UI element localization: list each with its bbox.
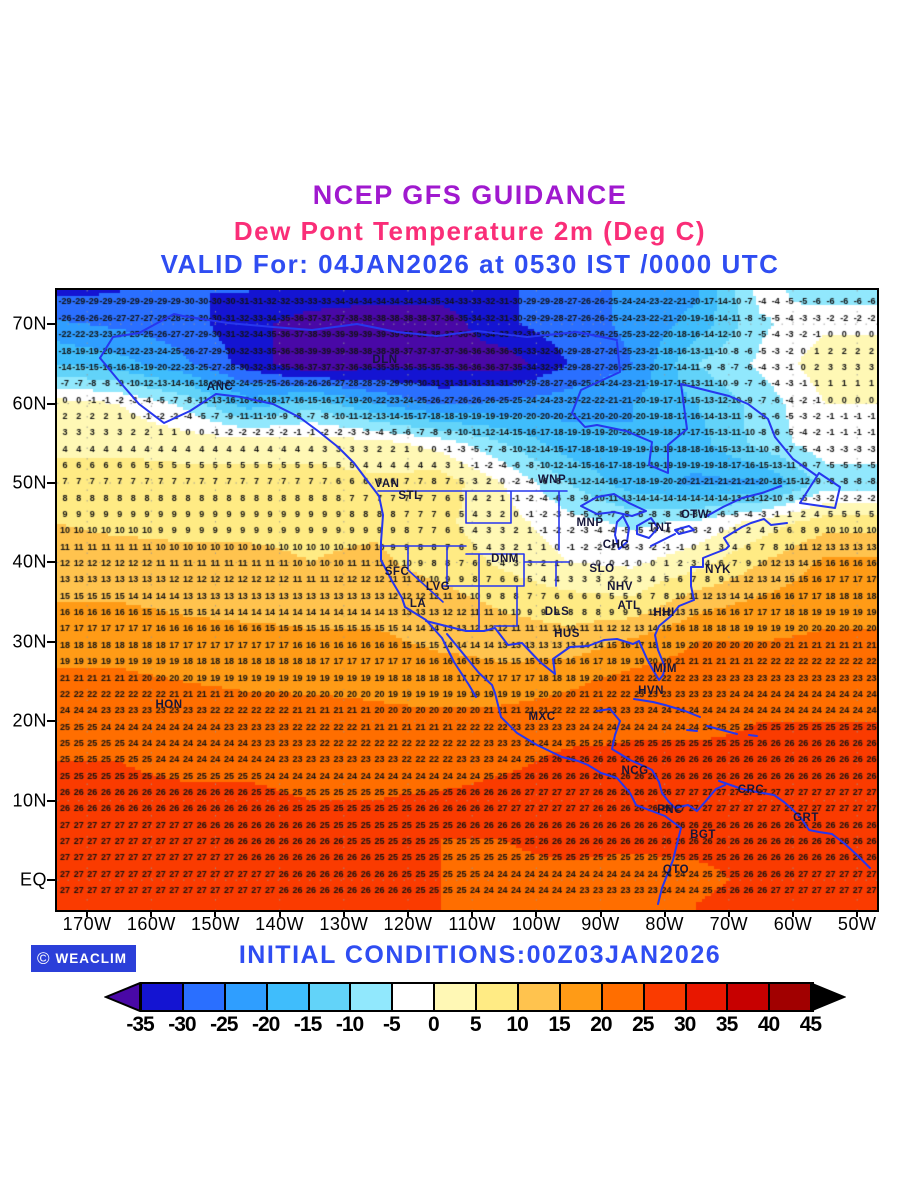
lon-axis-tick	[150, 910, 153, 917]
color-scale-tick-label: -30	[168, 1013, 196, 1036]
color-scale-segment	[351, 984, 394, 1010]
underflow-arrow	[104, 982, 140, 1012]
lat-axis-label: EQ	[19, 869, 47, 890]
lon-axis-tick	[407, 910, 409, 917]
color-scale-tick-label: 30	[674, 1013, 696, 1036]
color-scale-segments	[140, 982, 815, 1012]
lon-axis-label: 110W	[448, 914, 497, 934]
page-title: NCEP GFS GUIDANCE	[312, 180, 628, 210]
lon-axis-label: 120W	[383, 914, 433, 934]
color-scale-tick-label: 0	[427, 1013, 440, 1036]
color-scale-tick-label: -15	[293, 1013, 322, 1036]
color-scale-tick-label: 10	[506, 1013, 528, 1036]
lon-axis-tick	[86, 910, 89, 917]
lat-axis-label: 50N	[12, 472, 47, 493]
color-scale-tick-label: -35	[126, 1013, 154, 1036]
lat-axis-label: 30N	[12, 631, 47, 652]
color-scale-segment	[519, 984, 561, 1010]
color-scale-segment	[560, 984, 603, 1010]
lon-axis-label: 100W	[511, 914, 561, 934]
lon-axis-tick	[278, 910, 281, 917]
color-scale-segment	[183, 984, 226, 1010]
initial-conditions-label: INITIAL CONDITIONS:00Z03JAN2026	[238, 941, 722, 969]
color-scale-segment	[644, 984, 687, 1010]
lon-axis-label: 160W	[126, 914, 176, 934]
lon-axis-tick	[856, 910, 859, 917]
color-scale-tick-label: -5	[383, 1013, 401, 1036]
lat-axis-tick	[47, 482, 55, 484]
color-scale-segment	[267, 984, 310, 1010]
map-plot-area: ANC DLN VAN STL WNP MNP OTW TNT NYK CHC SLO NHV ATL H…	[55, 288, 879, 912]
lon-axis-label: 140W	[255, 914, 305, 934]
lat-axis-tick	[47, 799, 55, 802]
lon-axis-label: 80W	[645, 914, 684, 934]
lat-axis-tick	[47, 720, 55, 723]
color-scale-tick-label: 5	[469, 1013, 482, 1036]
lat-axis-tick	[47, 640, 55, 643]
color-scale-segment	[393, 984, 436, 1010]
dewpoint-field-canvas	[57, 290, 877, 910]
copyright-icon: ©	[37, 949, 51, 968]
chart-subtitle: Dew Pont Temperature 2m (Deg C)	[233, 216, 707, 246]
color-scale-segment	[477, 984, 520, 1010]
color-scale-tick-label: -20	[252, 1013, 280, 1036]
color-scale-tick-label: 20	[590, 1013, 612, 1036]
lat-axis-tick	[47, 402, 55, 405]
lon-axis-label: 170W	[62, 914, 112, 934]
lat-axis-label: 10N	[12, 790, 47, 811]
color-scale-tick-label: 40	[757, 1013, 780, 1036]
lat-axis-label: 20N	[12, 710, 47, 731]
lon-axis-tick	[214, 910, 217, 917]
lat-axis-tick	[47, 323, 55, 326]
overflow-arrow	[810, 982, 846, 1012]
lon-axis-label: 50W	[837, 914, 877, 934]
color-scale-tick-label: -25	[210, 1013, 238, 1036]
color-scale-segment	[225, 984, 268, 1010]
lat-axis-label: 60N	[12, 393, 47, 414]
lon-axis-tick	[471, 910, 474, 917]
lon-axis-tick	[727, 910, 730, 917]
color-scale-segment	[142, 984, 184, 1010]
lon-axis-label: 130W	[319, 914, 369, 934]
color-scale-tick-label: 15	[548, 1013, 570, 1036]
lon-axis-label: 90W	[581, 914, 620, 934]
lon-axis-label: 60W	[773, 914, 813, 934]
lat-axis-tick	[47, 561, 55, 564]
color-scale-segment	[728, 984, 771, 1010]
lon-axis-tick	[599, 910, 602, 917]
lon-axis-tick	[792, 910, 795, 917]
color-scale-segment	[686, 984, 729, 1010]
weaclim-logo-badge: © WEACLIM	[31, 945, 137, 972]
lon-axis-tick	[342, 910, 345, 917]
weaclim-logo-text: WEACLIM	[55, 951, 128, 966]
color-scale-tick-label: 45	[799, 1013, 822, 1036]
color-scale-segment	[435, 984, 478, 1010]
lon-axis-tick	[663, 910, 666, 917]
valid-time-label: VALID For: 04JAN2026 at 0530 IST /0000 U…	[160, 249, 780, 279]
lon-axis-tick	[535, 910, 538, 917]
lon-axis-label: 70W	[709, 914, 749, 934]
lon-axis-label: 150W	[190, 914, 240, 934]
color-scale-segment	[309, 984, 352, 1010]
lat-axis-label: 70N	[12, 313, 47, 334]
color-scale-tick-label: 35	[715, 1013, 738, 1036]
color-scale-segment	[602, 984, 645, 1010]
color-scale-segment	[770, 984, 813, 1010]
lat-axis-tick	[47, 879, 55, 882]
color-scale-tick-label: 25	[632, 1013, 654, 1036]
color-scale-tick-label: -10	[335, 1013, 364, 1036]
lat-axis-label: 40N	[12, 551, 47, 572]
